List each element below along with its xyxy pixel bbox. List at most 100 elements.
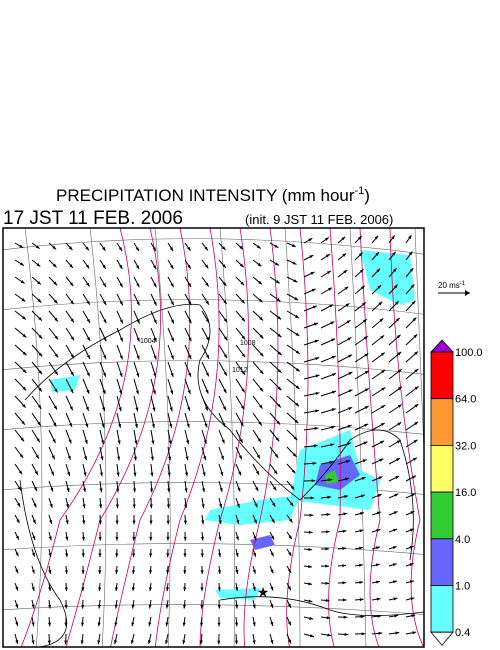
wind-head [325,581,330,585]
wind-head [308,582,313,586]
wind-head [65,536,69,541]
wind-head [275,437,280,442]
wind-head [202,472,206,477]
wind-head [241,353,246,358]
isobar [20,228,132,647]
colorbar: 100.0 64.0 32.0 16.0 4.0 1.0 0.4 [430,339,483,646]
wind-head [187,282,192,287]
wind-head [65,553,69,558]
wind-head [86,336,91,341]
wind-head [376,529,381,533]
wind-head [413,334,418,339]
wind-head [153,355,157,360]
wind-head [183,587,187,592]
wind-head [148,604,152,609]
wind-head [270,552,274,557]
wind-head [205,336,210,341]
wind-head [240,281,245,286]
wind-head [204,423,208,428]
wind-head [150,456,154,461]
wind-head [148,587,152,592]
wind-head [133,456,137,461]
wind-head [149,570,153,574]
wind-head [151,424,155,428]
wind-head [293,436,298,441]
wind-head [217,587,221,592]
wind-head [49,519,53,524]
graticule [3,360,424,375]
colorbar-label: 100.0 [455,347,483,359]
wind-head [259,352,264,357]
wind-head [397,351,402,356]
wind-head [411,493,416,497]
wind-head [235,569,239,574]
wind-head [375,252,380,256]
wind-head [287,586,291,591]
wind-head [37,421,41,426]
wind-head [54,317,58,322]
wind-head [132,488,137,493]
wind-head [81,604,85,609]
wind-head [20,280,25,284]
wind-head [414,421,419,426]
wind-head [235,536,239,541]
wind-head [395,476,400,480]
title-sup: -1 [355,185,365,197]
wind-head [102,246,106,251]
wind-head [166,504,170,509]
wind-head [119,337,123,342]
wind-head [343,615,348,619]
wind-head [325,254,330,258]
wind-head [217,622,221,627]
graticule [284,228,301,647]
wind-head [309,255,314,259]
wind-head [345,303,350,307]
wind-head [54,335,59,340]
wind-head [205,354,210,359]
wind-head [364,423,369,427]
wind-head [130,640,134,645]
wind-head [380,423,385,427]
wind-head [409,528,414,532]
wind-head [377,614,382,618]
wind-head [150,472,154,477]
wind-head [288,551,292,556]
wind-head [187,246,191,251]
wind-head [85,264,90,269]
wind-head [98,553,102,558]
wind-head [115,520,119,525]
wind-head [408,235,412,240]
wind-head [80,640,84,645]
wind-head [148,622,152,627]
wind-head [253,552,256,557]
wind-head [364,388,369,392]
wind-head [414,404,419,408]
wind-head [392,268,397,272]
isobar [110,228,191,647]
wind-head [102,407,106,412]
wind-head [221,246,226,250]
wind-head [103,337,107,342]
wind-head [52,245,57,250]
colorbar-segment [430,585,454,633]
wind-head [270,621,274,626]
wind-head [136,373,140,378]
wind-head [236,503,240,508]
wind-head [236,519,240,524]
wind-head [136,319,140,324]
wind-head [115,536,119,541]
wind-head [97,604,102,609]
wind-head [64,587,68,592]
wind-head [252,604,256,609]
wind-head [203,456,207,461]
colorbar-label: 64.0 [455,394,476,406]
wind-head [205,300,209,305]
wind-head [68,439,72,444]
wind-head [153,337,157,342]
wind-head [19,262,24,266]
wind-head [314,339,319,343]
title-close: ) [364,186,370,205]
precip-area [360,250,415,305]
wind-head [410,511,415,515]
wind-head [84,456,88,461]
